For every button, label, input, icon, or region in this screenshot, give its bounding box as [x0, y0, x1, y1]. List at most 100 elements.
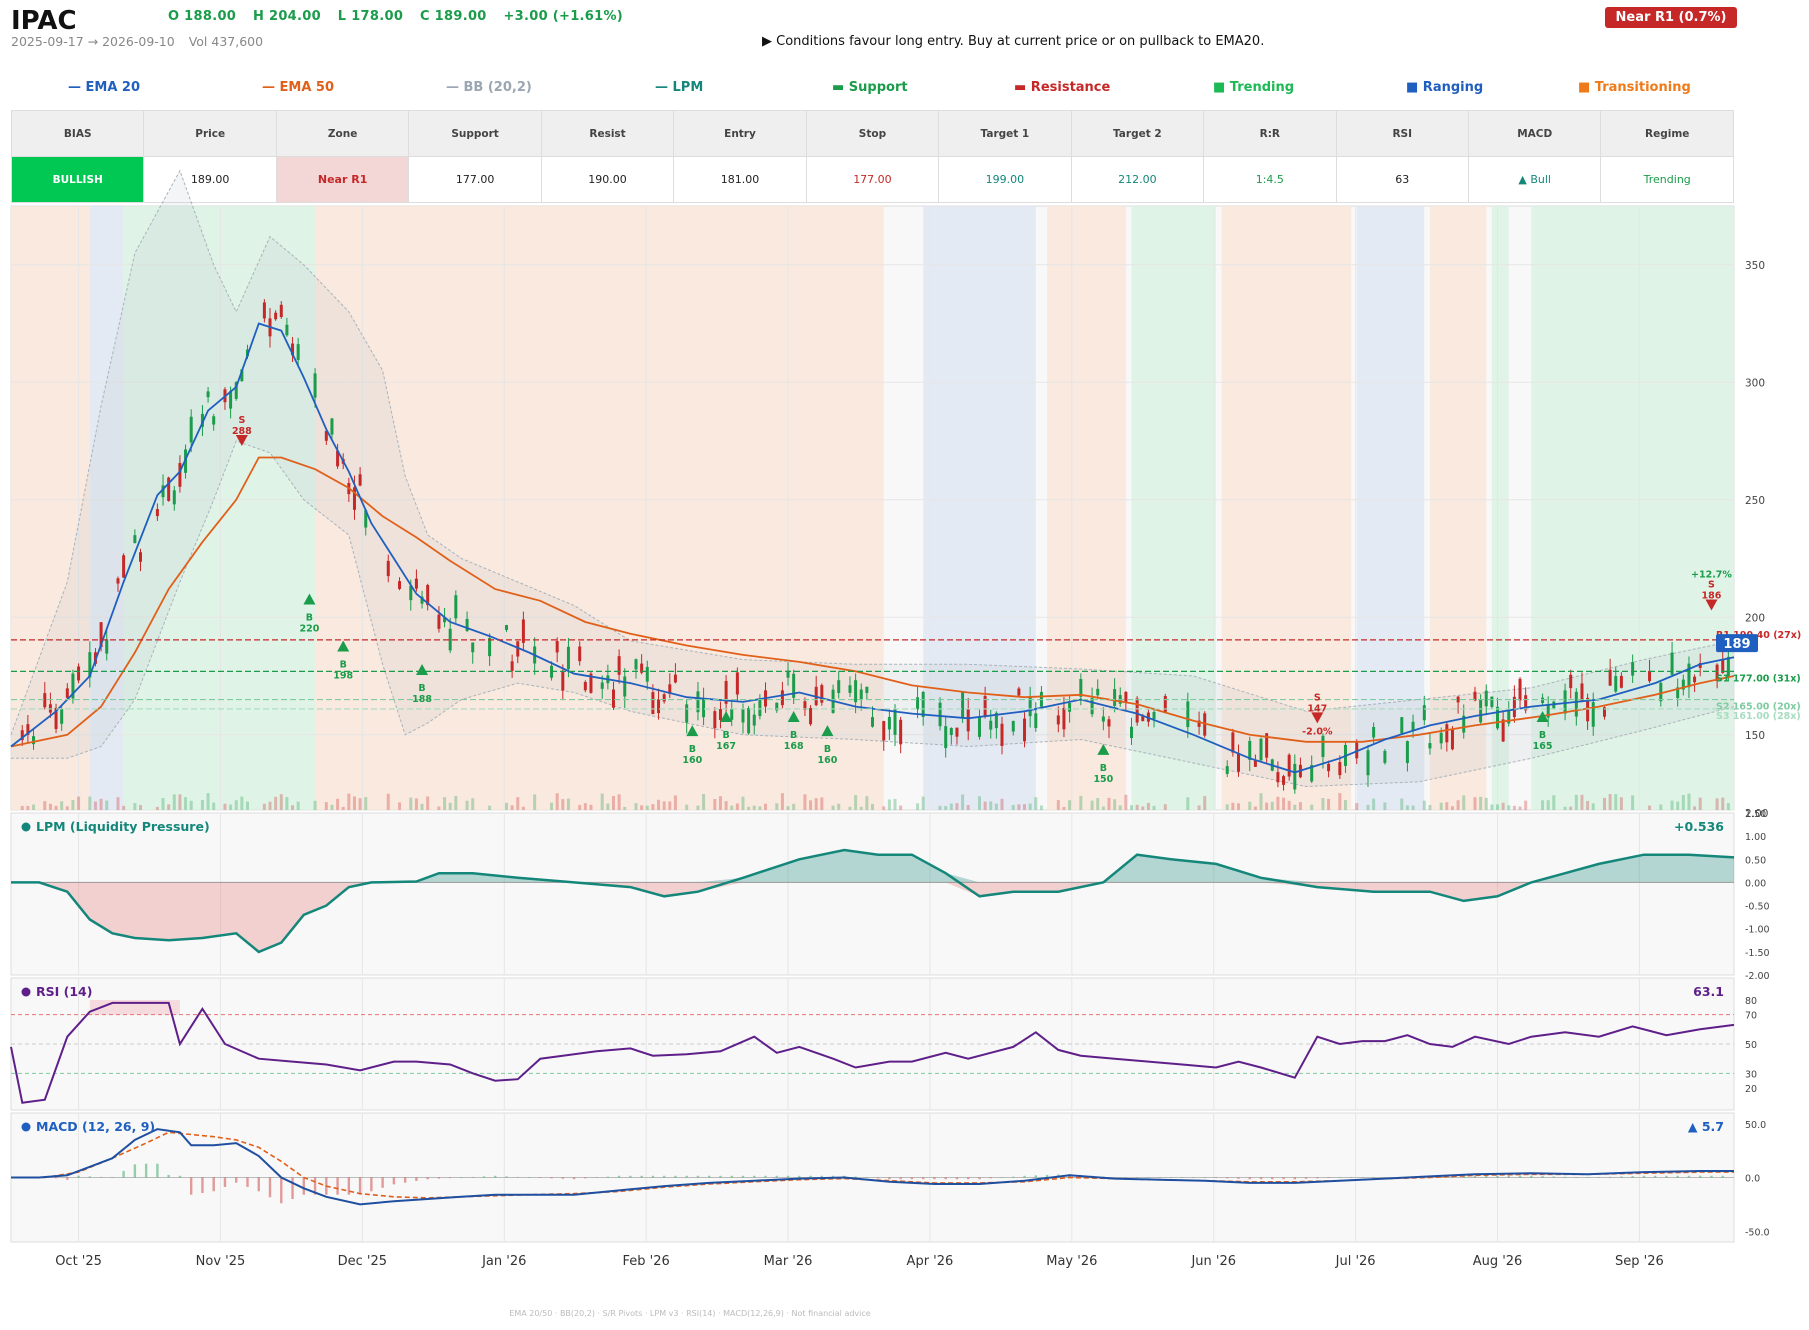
volume-bar	[133, 803, 137, 810]
candle-body	[133, 535, 137, 543]
candle-body	[1236, 752, 1240, 772]
candle-body	[1259, 738, 1263, 761]
volume-bar	[465, 800, 469, 810]
signal-type-label: B	[824, 744, 831, 755]
td-target2: 212.00	[1070, 156, 1205, 203]
macd-histogram-bar	[978, 1177, 981, 1180]
legend-bb: — BB (20,2)	[446, 80, 532, 95]
volume-bar	[178, 794, 182, 810]
candle-body	[448, 628, 452, 651]
candle-body	[1383, 750, 1387, 763]
volume-bar	[341, 806, 345, 810]
volume-bar	[454, 795, 458, 810]
candle-body	[685, 704, 689, 723]
volume-bar	[792, 803, 796, 810]
volume-bar	[1591, 803, 1595, 810]
candle-body	[916, 697, 920, 710]
macd-histogram-bar	[1496, 1175, 1499, 1178]
volume-bar	[809, 800, 813, 810]
candle-body	[88, 652, 92, 678]
volume-bar	[606, 803, 610, 810]
volume-bar	[764, 803, 768, 810]
volume-bar	[122, 805, 126, 810]
macd-histogram-bar	[235, 1177, 238, 1183]
macd-histogram-bar	[1293, 1177, 1297, 1180]
candle-body	[200, 413, 204, 427]
volume-bar	[1693, 806, 1697, 810]
panel-title: RSI (14)	[36, 984, 92, 999]
macd-histogram-bar	[201, 1177, 204, 1193]
volume-bar	[206, 793, 210, 810]
candle-body	[212, 416, 216, 425]
signal-type-label: B	[306, 612, 313, 623]
volume-bar	[60, 801, 64, 810]
candle-body	[1631, 662, 1635, 676]
lpm-tick-label: -0.50	[1745, 902, 1770, 913]
candle-body	[1687, 663, 1691, 688]
signal-type-label: S	[1708, 580, 1715, 591]
macd-histogram-bar	[1000, 1177, 1004, 1178]
x-tick-label: Jun '26	[1190, 1254, 1236, 1269]
volume-bar	[786, 806, 790, 810]
candle-body	[1231, 732, 1235, 753]
volume-bar	[921, 796, 925, 810]
macd-histogram-bar	[1563, 1176, 1567, 1178]
macd-histogram-bar	[1226, 1177, 1229, 1179]
macd-histogram-bar	[1552, 1176, 1556, 1178]
volume-readout: Vol 437,600	[188, 34, 264, 49]
candle-body	[820, 685, 824, 703]
candle-body	[1693, 676, 1697, 683]
th-bias: BIAS	[10, 110, 145, 157]
volume-bar	[521, 806, 525, 810]
volume-bar	[291, 805, 295, 810]
candle-body	[854, 680, 858, 703]
volume-bar	[1439, 802, 1443, 810]
candle-body	[229, 391, 233, 409]
candle-body	[792, 673, 796, 698]
volume-bar	[268, 801, 272, 810]
candle-body	[43, 693, 47, 708]
buy-marker-icon	[1097, 743, 1110, 755]
volume-bar	[1462, 795, 1466, 810]
macd-histogram-bar	[606, 1176, 610, 1178]
macd-histogram-bar	[595, 1177, 598, 1178]
macd-histogram-bar	[1158, 1177, 1161, 1178]
sell-marker-icon	[235, 435, 248, 447]
candle-body	[657, 699, 661, 714]
macd-histogram-bar	[1259, 1177, 1263, 1180]
volume-bar	[724, 801, 728, 810]
volume-bar	[735, 803, 739, 810]
candle-body	[1310, 764, 1314, 782]
candle-body	[1096, 688, 1100, 696]
volume-bar	[1028, 803, 1032, 810]
candle-body	[32, 736, 36, 745]
candle-body	[1124, 691, 1128, 703]
buy-marker-icon	[787, 710, 800, 722]
candle-body	[1569, 674, 1573, 689]
legend-lpm: — LPM	[655, 80, 704, 95]
volume-bar	[1124, 794, 1128, 810]
candle-body	[713, 711, 717, 729]
volume-bar	[1203, 796, 1207, 810]
volume-bar	[1023, 804, 1027, 810]
macd-histogram-bar	[1575, 1177, 1578, 1178]
volume-bar	[471, 798, 475, 810]
volume-bar	[32, 804, 36, 810]
lpm-tick-label: -1.00	[1745, 925, 1770, 936]
volume-bar	[775, 803, 779, 810]
candle-body	[161, 485, 165, 498]
macd-histogram-bar	[831, 1175, 835, 1178]
candle-body	[414, 578, 418, 589]
volume-bar	[505, 802, 509, 810]
th-regime: Regime	[1600, 110, 1734, 157]
volume-bar	[155, 806, 159, 810]
volume-bar	[1253, 806, 1257, 810]
header-subline: 2025-09-17 → 2026-09-10 Vol 437,600	[11, 34, 273, 49]
volume-bar	[1479, 796, 1483, 810]
volume-bar	[420, 803, 424, 810]
macd-histogram-bar	[111, 1177, 114, 1178]
macd-histogram-bar	[99, 1176, 103, 1178]
td-target1: 199.00	[938, 156, 1072, 203]
macd-histogram-bar	[1214, 1177, 1218, 1178]
candle-body	[899, 719, 903, 745]
